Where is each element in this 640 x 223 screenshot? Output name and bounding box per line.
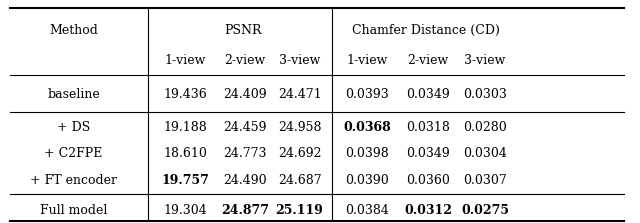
Text: 24.877: 24.877: [221, 204, 269, 217]
Text: Method: Method: [49, 24, 98, 37]
Text: 19.757: 19.757: [162, 174, 209, 187]
Text: 0.0398: 0.0398: [346, 147, 389, 160]
Text: Chamfer Distance (CD): Chamfer Distance (CD): [352, 24, 500, 37]
Text: 3-view: 3-view: [279, 54, 320, 67]
Text: 24.459: 24.459: [223, 121, 267, 134]
Text: 19.304: 19.304: [164, 204, 207, 217]
Text: 0.0393: 0.0393: [346, 88, 389, 101]
Text: 24.687: 24.687: [278, 174, 321, 187]
Text: 2-view: 2-view: [225, 54, 266, 67]
Text: 24.471: 24.471: [278, 88, 321, 101]
Text: 0.0368: 0.0368: [344, 121, 391, 134]
Text: Full model: Full model: [40, 204, 108, 217]
Text: 24.773: 24.773: [223, 147, 267, 160]
Text: baseline: baseline: [47, 88, 100, 101]
Text: 0.0304: 0.0304: [463, 147, 507, 160]
Text: 0.0349: 0.0349: [406, 147, 450, 160]
Text: 24.409: 24.409: [223, 88, 267, 101]
Text: 24.490: 24.490: [223, 174, 267, 187]
Text: 3-view: 3-view: [465, 54, 506, 67]
Text: 0.0384: 0.0384: [346, 204, 389, 217]
Text: 19.188: 19.188: [164, 121, 207, 134]
Text: 1-view: 1-view: [347, 54, 388, 67]
Text: + DS: + DS: [57, 121, 90, 134]
Text: 24.692: 24.692: [278, 147, 321, 160]
Text: 0.0280: 0.0280: [463, 121, 507, 134]
Text: 1-view: 1-view: [165, 54, 206, 67]
Text: 0.0303: 0.0303: [463, 88, 507, 101]
Text: + C2FPE: + C2FPE: [44, 147, 103, 160]
Text: 25.119: 25.119: [276, 204, 323, 217]
Text: 0.0312: 0.0312: [404, 204, 452, 217]
Text: PSNR: PSNR: [224, 24, 261, 37]
Text: 2-view: 2-view: [408, 54, 449, 67]
Text: 18.610: 18.610: [164, 147, 207, 160]
Text: 24.958: 24.958: [278, 121, 321, 134]
Text: 0.0275: 0.0275: [461, 204, 509, 217]
Text: + FT encoder: + FT encoder: [30, 174, 117, 187]
Text: 0.0318: 0.0318: [406, 121, 450, 134]
Text: 19.436: 19.436: [164, 88, 207, 101]
Text: 0.0360: 0.0360: [406, 174, 450, 187]
Text: 0.0307: 0.0307: [463, 174, 507, 187]
Text: 0.0349: 0.0349: [406, 88, 450, 101]
Text: 0.0390: 0.0390: [346, 174, 389, 187]
